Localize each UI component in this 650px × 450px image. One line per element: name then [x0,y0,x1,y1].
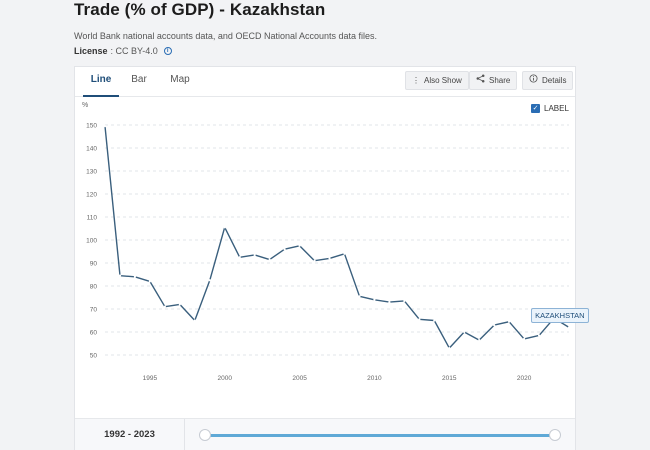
y-tick-label: 150 [86,123,97,130]
series-tooltip: KAZAKHSTAN [531,308,589,324]
y-tick-label: 100 [86,238,97,245]
share-icon [476,72,485,89]
data-point[interactable] [223,226,226,229]
x-tick-label: 2020 [517,375,532,382]
slider-start-handle[interactable] [199,429,211,441]
y-tick-label: 60 [90,330,98,337]
y-tick-label: 90 [90,261,98,268]
y-tick-label: 140 [86,146,97,153]
data-point[interactable] [298,244,301,247]
license-label: License [74,46,108,56]
details-label: Details [542,76,567,85]
series-line-kazakhstan[interactable] [104,126,570,349]
data-point[interactable] [478,338,481,342]
data-point[interactable] [253,253,256,257]
tab-bar[interactable]: Bar [131,74,147,85]
chart-card: Line Bar Map ⋮ Also Show Share Details [74,66,589,450]
year-range-slider[interactable] [205,434,555,437]
slider-end-handle[interactable] [549,429,561,441]
x-tick-label: 1995 [143,375,158,382]
data-point[interactable] [508,320,511,323]
details-button[interactable]: Details [522,71,574,90]
data-point[interactable] [493,324,496,327]
line-chart: 50 60 70 80 90 100 110 120 130 140 150 1995 2000 2005… [86,123,571,382]
data-point[interactable] [313,259,316,262]
data-point[interactable] [343,252,346,255]
data-point[interactable] [163,305,166,308]
data-point[interactable] [373,298,376,301]
share-button[interactable]: Share [469,71,518,90]
data-point[interactable] [238,256,241,259]
more-vertical-icon: ⋮ [412,76,420,85]
checkbox-checked-icon[interactable]: ✓ [531,104,540,113]
data-point[interactable] [268,258,271,261]
page-title: Trade (% of GDP) - Kazakhstan [74,0,326,19]
license-value: : CC BY-4.0 [110,46,158,56]
chart-tabs: Line Bar Map ⋮ Also Show Share Details [75,67,575,97]
info-icon[interactable]: i [163,47,172,55]
data-point[interactable] [418,318,421,321]
data-point[interactable] [567,326,571,329]
x-tick-label: 2010 [367,375,382,382]
y-tick-label: 70 [90,307,98,314]
data-point[interactable] [358,295,361,298]
tab-line[interactable]: Line [83,67,119,97]
share-label: Share [489,76,511,85]
y-tick-label: 130 [86,169,97,176]
license-line: License : CC BY-4.0 i [74,46,172,56]
data-point[interactable] [148,280,152,283]
data-point[interactable] [448,347,451,350]
time-range-bar: 1992 - 2023 [75,418,575,450]
y-tick-label: 110 [87,215,98,222]
data-point[interactable] [178,303,181,306]
data-point[interactable] [118,274,122,277]
data-point[interactable] [193,319,196,322]
legend-label: LABEL [544,104,569,113]
x-tick-label: 2005 [292,375,307,382]
data-point[interactable] [328,257,331,260]
legend-toggle[interactable]: ✓ LABEL [531,104,569,113]
year-range-label: 1992 - 2023 [75,419,185,450]
x-tick-label: 2015 [442,375,457,382]
y-tick-label: 50 [90,353,98,360]
tab-map[interactable]: Map [170,74,190,85]
data-point[interactable] [208,279,211,282]
also-show-button[interactable]: ⋮ Also Show [405,71,469,90]
data-point[interactable] [463,330,466,334]
y-tick-label: 80 [90,284,98,291]
info-circle-icon [529,72,538,89]
data-point[interactable] [433,319,436,322]
y-tick-label: 120 [86,192,97,199]
x-tick-label: 2000 [218,375,233,382]
y-axis-unit: % [82,102,89,109]
also-show-label: Also Show [424,76,462,85]
data-point[interactable] [283,248,286,251]
data-point[interactable] [133,275,137,278]
data-point[interactable] [388,301,391,304]
data-point[interactable] [103,125,107,128]
data-point[interactable] [522,337,526,340]
data-point[interactable] [537,334,541,337]
page-subtitle: World Bank national accounts data, and O… [74,31,378,41]
data-point[interactable] [403,299,406,303]
